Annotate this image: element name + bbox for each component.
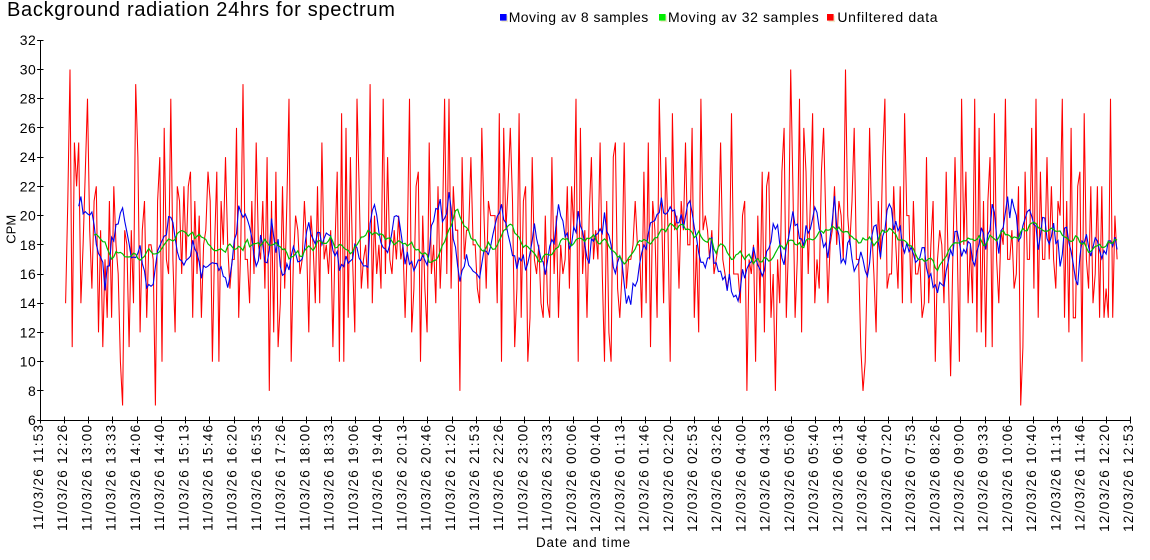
- svg-text:12/03/26 02:53: 12/03/26 02:53: [685, 424, 700, 532]
- svg-text:11/03/26 16:53: 11/03/26 16:53: [249, 424, 264, 531]
- svg-text:11/03/26 15:46: 11/03/26 15:46: [201, 424, 216, 531]
- svg-text:30: 30: [20, 62, 36, 78]
- svg-text:12/03/26 08:26: 12/03/26 08:26: [927, 424, 942, 532]
- svg-text:14: 14: [20, 295, 36, 311]
- svg-text:16: 16: [20, 266, 36, 282]
- svg-text:11/03/26 19:06: 11/03/26 19:06: [346, 424, 361, 531]
- svg-text:Moving av 8 samples: Moving av 8 samples: [509, 9, 649, 25]
- svg-text:12/03/26 04:33: 12/03/26 04:33: [758, 424, 773, 532]
- svg-text:Date and time: Date and time: [536, 535, 631, 550]
- svg-text:11/03/26 20:13: 11/03/26 20:13: [394, 424, 409, 531]
- svg-text:11/03/26 14:06: 11/03/26 14:06: [128, 424, 143, 531]
- svg-text:11/03/26 21:53: 11/03/26 21:53: [467, 424, 482, 531]
- svg-text:11/03/26 14:40: 11/03/26 14:40: [152, 424, 167, 531]
- svg-text:20: 20: [20, 208, 36, 224]
- svg-text:12/03/26 04:00: 12/03/26 04:00: [734, 424, 749, 532]
- svg-text:18: 18: [20, 237, 36, 253]
- svg-text:12/03/26 02:20: 12/03/26 02:20: [661, 424, 676, 532]
- svg-text:12/03/26 11:46: 12/03/26 11:46: [1073, 424, 1088, 531]
- svg-text:11/03/26 22:26: 11/03/26 22:26: [491, 424, 506, 531]
- svg-text:12/03/26 12:20: 12/03/26 12:20: [1097, 424, 1112, 532]
- svg-text:12/03/26 10:40: 12/03/26 10:40: [1024, 424, 1039, 532]
- svg-text:11/03/26 15:13: 11/03/26 15:13: [176, 424, 191, 531]
- svg-text:26: 26: [20, 120, 36, 136]
- svg-text:12/03/26 07:53: 12/03/26 07:53: [903, 424, 918, 532]
- svg-text:10: 10: [20, 354, 36, 370]
- svg-text:12: 12: [20, 324, 36, 340]
- svg-text:22: 22: [20, 178, 36, 194]
- svg-text:11/03/26 18:00: 11/03/26 18:00: [297, 424, 312, 531]
- svg-text:12/03/26 05:40: 12/03/26 05:40: [806, 424, 821, 532]
- svg-text:11/03/26 17:26: 11/03/26 17:26: [273, 424, 288, 531]
- svg-text:11/03/26 16:20: 11/03/26 16:20: [225, 424, 240, 531]
- svg-text:12/03/26 06:13: 12/03/26 06:13: [830, 424, 845, 532]
- svg-text:Background radiation 24hrs for: Background radiation 24hrs for spectrum: [7, 0, 396, 21]
- svg-text:11/03/26 21:20: 11/03/26 21:20: [443, 424, 458, 531]
- svg-text:11/03/26 12:26: 11/03/26 12:26: [55, 424, 70, 531]
- svg-text:Unfiltered data: Unfiltered data: [837, 9, 938, 25]
- svg-text:CPM: CPM: [4, 215, 19, 244]
- svg-text:12/03/26 00:40: 12/03/26 00:40: [588, 424, 603, 532]
- svg-text:32: 32: [20, 32, 36, 48]
- svg-text:24: 24: [20, 149, 36, 165]
- svg-text:12/03/26 01:46: 12/03/26 01:46: [637, 424, 652, 532]
- svg-text:11/03/26 11:53: 11/03/26 11:53: [31, 424, 46, 530]
- svg-text:12/03/26 09:33: 12/03/26 09:33: [976, 424, 991, 532]
- svg-text:11/03/26 23:00: 11/03/26 23:00: [515, 424, 530, 531]
- svg-text:12/03/26 11:13: 12/03/26 11:13: [1048, 424, 1063, 531]
- svg-text:11/03/26 18:33: 11/03/26 18:33: [322, 424, 337, 531]
- svg-text:12/03/26 10:06: 12/03/26 10:06: [1000, 424, 1015, 532]
- svg-text:12/03/26 12:53: 12/03/26 12:53: [1121, 424, 1136, 532]
- svg-text:11/03/26 20:46: 11/03/26 20:46: [419, 424, 434, 531]
- svg-text:Moving av 32 samples: Moving av 32 samples: [668, 9, 819, 25]
- svg-text:8: 8: [28, 383, 36, 399]
- svg-text:12/03/26 09:00: 12/03/26 09:00: [952, 424, 967, 532]
- svg-text:12/03/26 00:06: 12/03/26 00:06: [564, 424, 579, 532]
- svg-text:6: 6: [28, 412, 36, 428]
- svg-text:11/03/26 13:00: 11/03/26 13:00: [79, 424, 94, 531]
- svg-text:12/03/26 01:13: 12/03/26 01:13: [612, 424, 627, 532]
- svg-text:12/03/26 07:20: 12/03/26 07:20: [879, 424, 894, 532]
- svg-text:12/03/26 03:26: 12/03/26 03:26: [709, 424, 724, 532]
- svg-text:12/03/26 05:06: 12/03/26 05:06: [782, 424, 797, 532]
- svg-text:11/03/26 13:33: 11/03/26 13:33: [104, 424, 119, 531]
- svg-text:11/03/26 23:33: 11/03/26 23:33: [540, 424, 555, 531]
- svg-text:11/03/26 19:40: 11/03/26 19:40: [370, 424, 385, 531]
- svg-text:12/03/26 06:46: 12/03/26 06:46: [855, 424, 870, 532]
- svg-text:28: 28: [20, 91, 36, 107]
